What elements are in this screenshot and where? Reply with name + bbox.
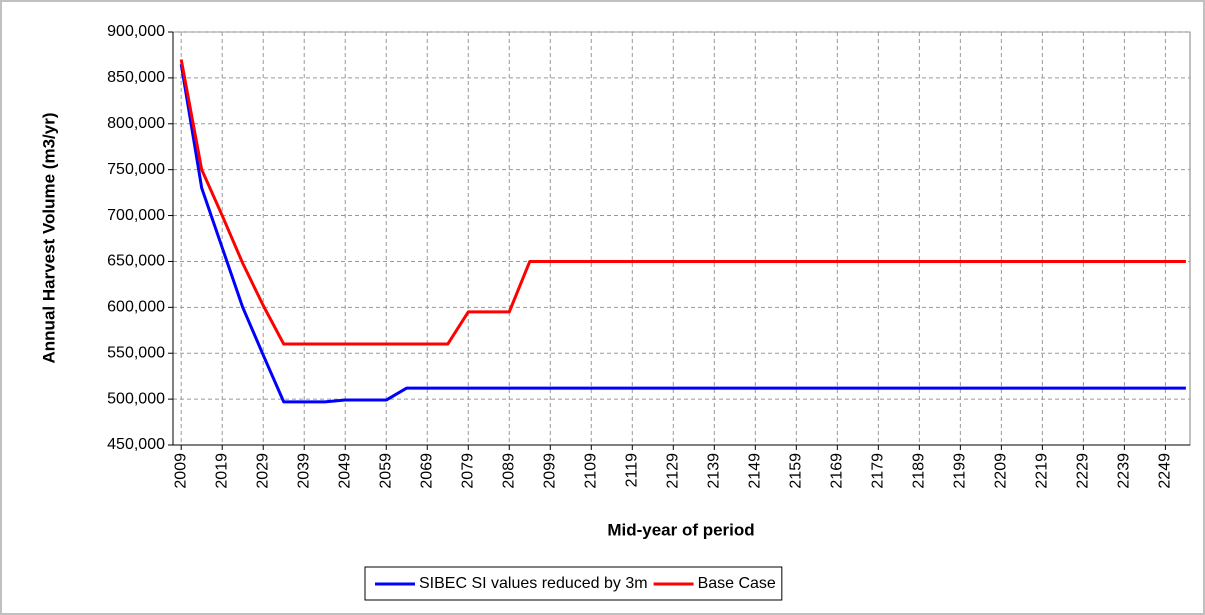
x-tick-label: 2209 <box>993 453 1010 489</box>
x-tick-label: 2089 <box>500 453 517 489</box>
x-tick-label: 2219 <box>1034 453 1051 489</box>
y-tick-label: 600,000 <box>107 299 165 316</box>
y-tick-label: 450,000 <box>107 436 165 453</box>
y-tick-label: 850,000 <box>107 69 165 86</box>
legend-label: Base Case <box>698 575 776 592</box>
x-tick-label: 2169 <box>829 453 846 489</box>
x-tick-label: 2159 <box>788 453 805 489</box>
plot-area <box>172 31 1191 446</box>
x-axis-label: Mid-year of period <box>607 520 754 539</box>
x-tick-label: 2139 <box>706 453 723 489</box>
x-tick-label: 2199 <box>952 453 969 489</box>
x-tick-label: 2189 <box>911 453 928 489</box>
x-tick-label: 2109 <box>583 453 600 489</box>
x-tick-label: 2059 <box>377 453 394 489</box>
x-tick-label: 2099 <box>541 453 558 489</box>
x-tick-label: 2249 <box>1157 453 1174 489</box>
x-tick-label: 2179 <box>870 453 887 489</box>
y-tick-label: 650,000 <box>107 253 165 270</box>
y-tick-label: 550,000 <box>107 344 165 361</box>
x-tick-label: 2149 <box>747 453 764 489</box>
y-axis-label: Annual Harvest Volume (m3/yr) <box>39 113 58 364</box>
y-tick-label: 500,000 <box>107 390 165 407</box>
legend-label: SIBEC SI values reduced by 3m <box>419 575 648 592</box>
x-tick-label: 2119 <box>624 453 641 488</box>
y-tick-label: 750,000 <box>107 161 165 178</box>
x-tick-label: 2239 <box>1116 453 1133 489</box>
x-tick-label: 2129 <box>665 453 682 489</box>
y-tick-label: 900,000 <box>107 23 165 40</box>
x-tick-label: 2019 <box>213 453 230 489</box>
x-tick-label: 2069 <box>418 453 435 489</box>
x-tick-label: 2039 <box>295 453 312 489</box>
series-line <box>179 59 1186 346</box>
x-tick-label: 2049 <box>336 453 353 489</box>
x-tick-label: 2229 <box>1075 453 1092 489</box>
y-tick-label: 700,000 <box>107 207 165 224</box>
legend <box>364 566 783 601</box>
x-tick-label: 2009 <box>172 453 189 489</box>
y-tick-label: 800,000 <box>107 115 165 132</box>
x-tick-label: 2029 <box>254 453 271 489</box>
x-tick-label: 2079 <box>459 453 476 489</box>
series-line <box>179 63 1186 404</box>
